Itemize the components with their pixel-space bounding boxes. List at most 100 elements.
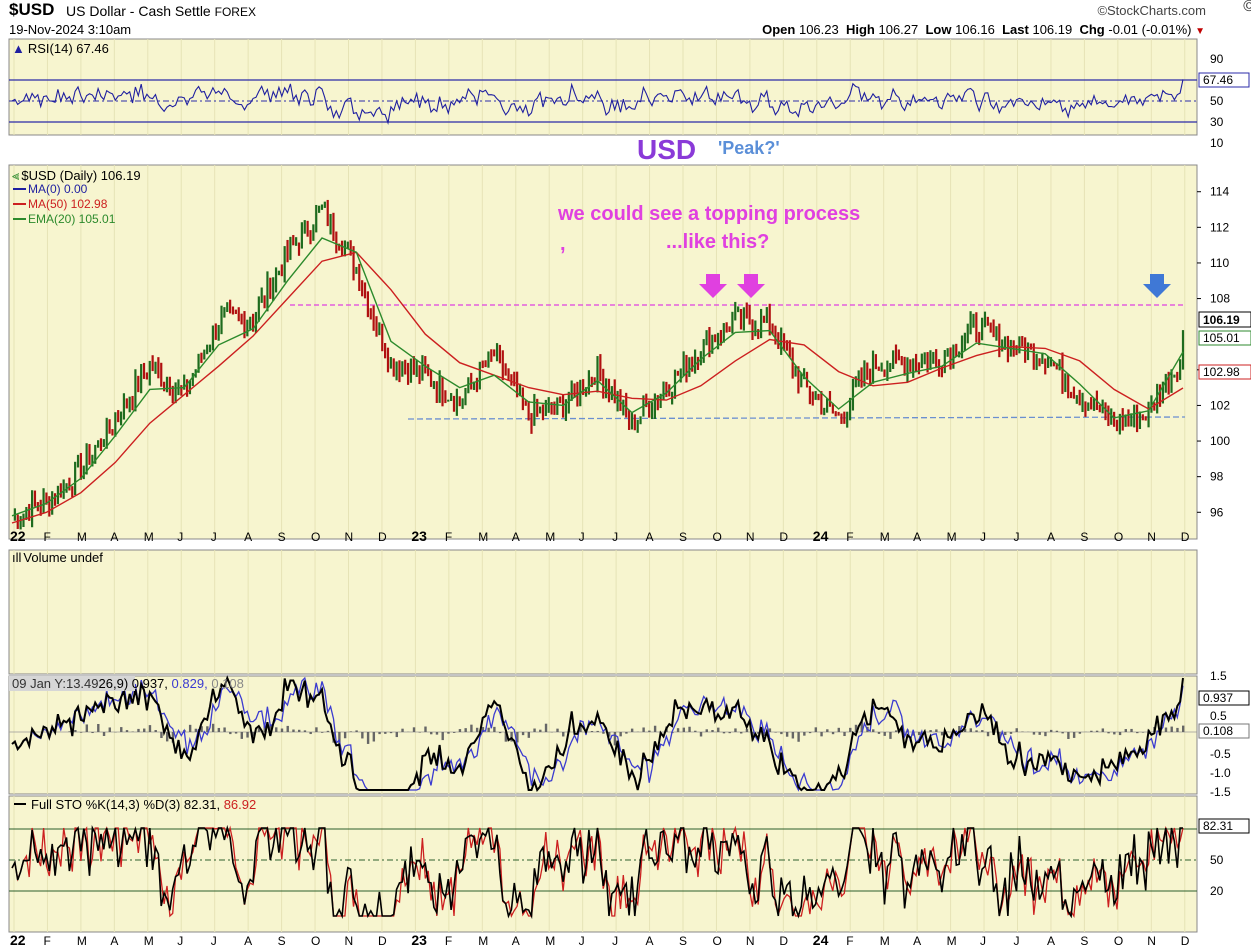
x-tick-label: M bbox=[144, 530, 154, 544]
x-tick-label: N bbox=[746, 530, 755, 544]
macd-hist-bar bbox=[1055, 730, 1059, 732]
macd-tick-label: -1.5 bbox=[1210, 785, 1231, 799]
macd-hist-bar bbox=[803, 732, 806, 736]
sto-axis: 50 20 bbox=[1210, 853, 1224, 898]
x-tick-label: J bbox=[980, 530, 986, 544]
x-tick-label: D bbox=[378, 934, 387, 948]
x-tick-label: M bbox=[545, 530, 555, 544]
x-tick-label: J bbox=[579, 530, 585, 544]
macd-hist-bar bbox=[355, 730, 358, 732]
macd-hist-bar bbox=[91, 732, 94, 734]
macd-hist-bar bbox=[412, 727, 416, 732]
vertical-gridlines bbox=[13, 39, 1186, 932]
macd-hist-bar bbox=[269, 724, 272, 732]
ma0-legend: MA(0) 0.00 bbox=[28, 182, 88, 196]
macd-hist-bar bbox=[1038, 732, 1041, 735]
macd-hist-bar bbox=[711, 729, 714, 732]
macd-hist-bar bbox=[676, 728, 680, 732]
sto-legend-d: 86.92 bbox=[224, 797, 257, 812]
macd-hist-bar bbox=[160, 732, 163, 739]
macd-hist-bar bbox=[68, 731, 71, 732]
macd-hist-bar bbox=[280, 728, 284, 732]
macd-hist-bar bbox=[940, 732, 944, 736]
price-tick-label: 98 bbox=[1210, 470, 1224, 484]
macd-hist-bar bbox=[148, 725, 152, 732]
macd-hist-bar bbox=[814, 727, 818, 732]
macd-hist-bar bbox=[487, 727, 490, 732]
macd-hist-tag-text: 0.108 bbox=[1203, 724, 1233, 738]
x-tick-label: M bbox=[947, 530, 957, 544]
macd-hist-bar bbox=[740, 732, 743, 734]
price-tick-label: 108 bbox=[1210, 292, 1230, 306]
x-tick-label: O bbox=[311, 530, 320, 544]
macd-hist-bar bbox=[602, 732, 605, 734]
open-value: 106.23 bbox=[798, 22, 839, 37]
macd-hist-bar bbox=[642, 727, 645, 732]
macd-hist-bar bbox=[378, 732, 381, 735]
macd-hist-bar bbox=[200, 726, 203, 732]
annotation-topping-line1: we could see a topping process bbox=[557, 203, 860, 225]
macd-hist-bar bbox=[797, 732, 800, 742]
macd-hist-bar bbox=[579, 722, 582, 732]
macd-hist-bar bbox=[102, 732, 106, 736]
x-tick-label: M bbox=[478, 530, 488, 544]
macd-hist-bar bbox=[125, 730, 129, 732]
macd-hist-bar bbox=[648, 730, 651, 732]
x-tick-label: M bbox=[880, 530, 890, 544]
security-name-text: US Dollar - Cash Settle bbox=[66, 3, 211, 19]
rsi-value-tag bbox=[1198, 72, 1250, 88]
macd-hist-bar bbox=[849, 727, 852, 732]
settings-icon[interactable]: © bbox=[1243, 0, 1251, 15]
high-value: 106.27 bbox=[878, 22, 919, 37]
x-tick-label: D bbox=[378, 530, 387, 544]
rsi-tick-label: 90 bbox=[1210, 52, 1224, 66]
x-tick-label: S bbox=[679, 934, 687, 948]
macd-hist-bar bbox=[303, 730, 307, 732]
macd-hist-bar bbox=[97, 723, 100, 732]
security-name: US Dollar - Cash Settle FOREX bbox=[66, 3, 256, 19]
macd-hist-bar bbox=[1176, 727, 1179, 732]
x-tick-label: F bbox=[43, 934, 50, 948]
rsi-series bbox=[11, 79, 1184, 126]
x-tick-label: A bbox=[646, 530, 654, 544]
macd-panel-bg bbox=[8, 675, 1198, 795]
macd-series bbox=[11, 675, 1184, 793]
price-legend-title: ⫷ $USD (Daily) 106.19 bbox=[12, 168, 141, 183]
x-tick-label: F bbox=[846, 934, 853, 948]
macd-hist-bar bbox=[481, 726, 485, 732]
macd-hist-bar bbox=[1009, 732, 1013, 734]
macd-hist-bar bbox=[981, 730, 984, 732]
macd-hist-bar bbox=[395, 732, 398, 738]
macd-hist-bar bbox=[143, 728, 146, 732]
macd-hist-bar bbox=[401, 728, 404, 732]
symbol-label[interactable]: $USD bbox=[9, 0, 55, 19]
rsi-axis: 9070503010 bbox=[1210, 52, 1224, 150]
x-tick-label: N bbox=[1147, 530, 1156, 544]
x-tick-label: N bbox=[746, 934, 755, 948]
macd-hist-bar bbox=[338, 732, 341, 745]
macd-hist-bar bbox=[217, 727, 221, 732]
macd-hist-bar bbox=[722, 732, 726, 734]
magenta-down-arrow-icon bbox=[737, 274, 765, 298]
x-tick-label: F bbox=[846, 530, 853, 544]
macd-hist-bar bbox=[1182, 725, 1185, 732]
macd-hist-bar bbox=[975, 730, 978, 732]
macd-hist-bar bbox=[762, 732, 766, 737]
x-tick-label: 23 bbox=[411, 932, 427, 948]
macd-hist-bar bbox=[257, 727, 261, 732]
macd-hist-bar bbox=[877, 732, 881, 734]
stock-chart[interactable]: ▲RSI(14) 67.46 9070503010 67.46 USD 'Pea… bbox=[0, 38, 1251, 948]
macd-hist-bar bbox=[171, 732, 175, 743]
high-label: High bbox=[845, 22, 875, 37]
macd-hist-bar bbox=[292, 729, 295, 732]
x-tick-label: D bbox=[779, 530, 788, 544]
brand-label[interactable]: ©StockCharts.com bbox=[1097, 3, 1206, 18]
arrow-markers bbox=[699, 274, 1171, 298]
bars-icon: ⫷ bbox=[12, 168, 19, 183]
x-tick-label: J bbox=[211, 934, 217, 948]
sto-tick-label: 20 bbox=[1210, 884, 1224, 898]
macd-hist-bar bbox=[562, 732, 565, 737]
macd-hist-bar bbox=[240, 732, 244, 739]
x-tick-label: S bbox=[278, 934, 286, 948]
x-axis-top: 22 F M A M J J A S O N D 23 F M A M J J A S O N D 24 F M A M J J A S O N D bbox=[10, 528, 1190, 544]
